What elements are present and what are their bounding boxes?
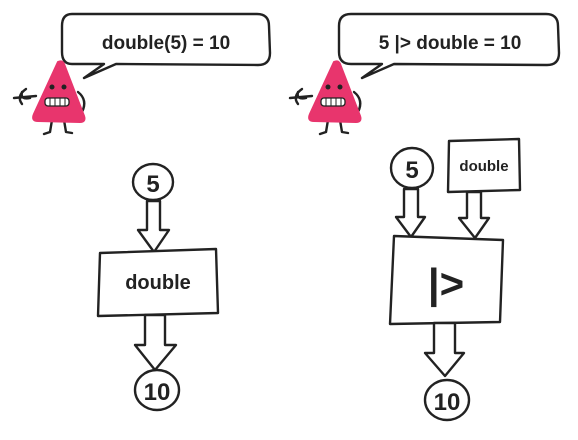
pipe-operator-box: |> [388, 234, 505, 326]
right-function-label: double [459, 158, 508, 175]
right-arrow-down-icon [457, 190, 491, 240]
left-output-value: 10 [144, 379, 171, 406]
left-arrow-down-icon [136, 199, 171, 254]
left-arrow-down-icon [133, 313, 178, 372]
pipe-operator-label: |> [428, 260, 464, 308]
right-input-node: 5 [389, 146, 435, 190]
right-input-value: 5 [405, 157, 418, 184]
left-speech-bubble: double(5) = 10 [60, 12, 272, 80]
left-triangle-mascot-icon [12, 60, 86, 136]
right-arrow-down-icon [423, 321, 466, 378]
right-output-value: 10 [434, 389, 461, 416]
right-function-box: double [446, 137, 522, 194]
left-bubble-text: double(5) = 10 [102, 33, 230, 54]
left-input-node: 5 [131, 162, 175, 202]
right-output-node: 10 [423, 378, 471, 422]
right-speech-bubble: 5 |> double = 10 [337, 12, 561, 80]
right-bubble-text: 5 |> double = 10 [379, 33, 522, 54]
right-triangle-mascot-icon [288, 60, 362, 136]
left-function-box: double [96, 247, 220, 318]
right-arrow-down-icon [394, 187, 427, 239]
left-output-node: 10 [133, 368, 181, 412]
left-input-value: 5 [146, 171, 159, 198]
left-function-label: double [125, 272, 191, 294]
